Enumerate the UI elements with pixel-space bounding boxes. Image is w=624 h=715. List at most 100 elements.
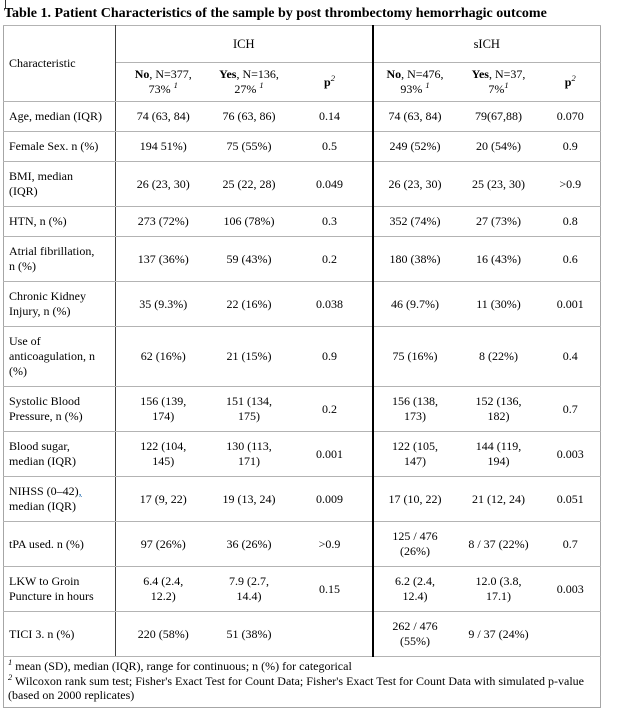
data-cell: 75 (55%) bbox=[210, 131, 288, 162]
data-cell: 0.049 bbox=[287, 161, 373, 207]
row-label: Blood sugar, median (IQR) bbox=[3, 431, 116, 477]
col-header-ich-p: p2 bbox=[287, 62, 373, 102]
data-cell: 6.4 (2.4, 12.2) bbox=[115, 566, 211, 612]
data-cell: 0.038 bbox=[287, 281, 373, 327]
data-cell: 180 (38%) bbox=[371, 236, 457, 282]
data-cell: 125 / 476 (26%) bbox=[371, 521, 457, 567]
data-cell: 249 (52%) bbox=[371, 131, 457, 162]
col-header-bold-label: No bbox=[134, 67, 150, 81]
data-cell: 25 (23, 30) bbox=[456, 161, 541, 207]
data-cell: 262 / 476 (55%) bbox=[371, 611, 457, 657]
table-row: tPA used. n (%) 97 (26%) 36 (26%) >0.9 125 /… bbox=[3, 521, 601, 567]
data-cell: 20 (54%) bbox=[456, 131, 541, 162]
data-cell: 36 (26%) bbox=[210, 521, 288, 567]
data-cell: 25 (22, 28) bbox=[210, 161, 288, 207]
superscript-marker: 2 bbox=[571, 72, 576, 83]
data-cell: 19 (13, 24) bbox=[210, 476, 288, 522]
data-cell: 0.3 bbox=[287, 206, 373, 237]
col-header-bold-label: No bbox=[386, 67, 402, 81]
data-cell: 144 (119, 194) bbox=[456, 431, 541, 477]
table-title: Table 1. Patient Characteristics of the … bbox=[4, 6, 547, 21]
data-cell: 35 (9.3%) bbox=[115, 281, 211, 327]
col-header-bold-label: p bbox=[324, 74, 331, 89]
data-cell: 0.8 bbox=[540, 206, 601, 237]
data-cell: 352 (74%) bbox=[371, 206, 457, 237]
data-cell: 273 (72%) bbox=[115, 206, 211, 237]
data-cell: 8 / 37 (22%) bbox=[456, 521, 541, 567]
data-cell: 76 (63, 86) bbox=[210, 101, 288, 132]
data-cell: 0.001 bbox=[287, 431, 373, 477]
data-cell: 26 (23, 30) bbox=[115, 161, 211, 207]
data-cell: 16 (43%) bbox=[456, 236, 541, 282]
data-cell: 0.001 bbox=[540, 281, 601, 327]
group-header-row: Characteristic ICH sICH bbox=[3, 25, 601, 102]
table-row: Use of anticoagulation, n (%) 62 (16%) 21 … bbox=[3, 326, 601, 387]
tracked-change-text: , bbox=[78, 484, 82, 498]
data-cell: 0.9 bbox=[287, 326, 373, 387]
row-label: Age, median (IQR) bbox=[3, 101, 116, 132]
data-cell: 6.2 (2.4, 12.4) bbox=[371, 566, 457, 612]
data-cell: 17 (10, 22) bbox=[371, 476, 457, 522]
data-cell: 0.4 bbox=[540, 326, 601, 387]
superscript-marker: 1 bbox=[259, 80, 264, 90]
row-label: LKW to Groin Puncture in hours bbox=[3, 566, 116, 612]
data-cell: 7.9 (2.7, 14.4) bbox=[210, 566, 288, 612]
data-cell: 0.070 bbox=[540, 101, 601, 132]
table-row: HTN, n (%) 273 (72%) 106 (78%) 0.3 352 (74%)… bbox=[3, 206, 601, 237]
row-label: TICI 3. n (%) bbox=[3, 611, 116, 657]
data-cell: 137 (36%) bbox=[115, 236, 211, 282]
row-label: NIHSS (0–42), median (IQR) bbox=[3, 476, 116, 522]
data-cell: 0.5 bbox=[287, 131, 373, 162]
col-header-characteristic: Characteristic bbox=[3, 25, 116, 102]
footnote: 1 mean (SD), median (IQR), range for con… bbox=[8, 657, 352, 673]
data-cell: 156 (139, 174) bbox=[115, 386, 211, 432]
row-label: Female Sex. n (%) bbox=[3, 131, 116, 162]
data-cell: 122 (104, 145) bbox=[115, 431, 211, 477]
data-cell: 194 51%) bbox=[115, 131, 211, 162]
data-cell: 0.003 bbox=[540, 566, 601, 612]
row-label: Use of anticoagulation, n (%) bbox=[3, 326, 116, 387]
data-cell: 59 (43%) bbox=[210, 236, 288, 282]
table-row: Age, median (IQR) 74 (63, 84) 76 (63, 86) 0… bbox=[3, 101, 601, 132]
superscript-marker: 1 bbox=[173, 80, 178, 90]
col-header-ich-yes: Yes, N=136, 27% 1 bbox=[210, 62, 288, 102]
col-header-bold-label: p bbox=[564, 74, 572, 89]
table-row: Blood sugar, median (IQR) 122 (104, 145) 1… bbox=[3, 431, 601, 477]
table-row: TICI 3. n (%) 220 (58%) 51 (38%) 262 / 476 … bbox=[3, 611, 601, 657]
data-cell: 46 (9.7%) bbox=[371, 281, 457, 327]
superscript-marker: 1 bbox=[504, 80, 509, 90]
data-cell: >0.9 bbox=[540, 161, 601, 207]
data-cell: 17 (9, 22) bbox=[115, 476, 211, 522]
data-cell: 0.009 bbox=[287, 476, 373, 522]
row-label: Chronic Kidney Injury, n (%) bbox=[3, 281, 116, 327]
col-header-bold-label: Yes bbox=[219, 67, 237, 81]
table-row: LKW to Groin Puncture in hours 6.4 (2.4, … bbox=[3, 566, 601, 612]
data-cell: 0.003 bbox=[540, 431, 601, 477]
data-cell: >0.9 bbox=[287, 521, 373, 567]
data-cell: 79(67,88) bbox=[456, 101, 541, 132]
data-cell: 0.2 bbox=[287, 236, 373, 282]
data-cell bbox=[540, 611, 601, 657]
data-cell: 0.6 bbox=[540, 236, 601, 282]
data-cell: 9 / 37 (24%) bbox=[456, 611, 541, 657]
data-cell: 21 (15%) bbox=[210, 326, 288, 387]
data-cell: 75 (16%) bbox=[371, 326, 457, 387]
data-cell: 11 (30%) bbox=[456, 281, 541, 327]
data-cell: 0.2 bbox=[287, 386, 373, 432]
data-cell: 74 (63, 84) bbox=[115, 101, 211, 132]
data-cell: 0.15 bbox=[287, 566, 373, 612]
data-cell: 220 (58%) bbox=[115, 611, 211, 657]
superscript-marker: 1 bbox=[425, 80, 430, 90]
row-label: HTN, n (%) bbox=[3, 206, 116, 237]
footnotes: 1 mean (SD), median (IQR), range for con… bbox=[3, 657, 601, 708]
data-cell: 106 (78%) bbox=[210, 206, 288, 237]
row-label: Systolic Blood Pressure, n (%) bbox=[3, 386, 116, 432]
data-cell bbox=[287, 611, 373, 657]
data-cell: 74 (63, 84) bbox=[371, 101, 457, 132]
col-header-sich-no: No, N=476, 93% 1 bbox=[371, 62, 457, 102]
col-header-bold-label: Yes bbox=[471, 67, 489, 81]
col-group-ich: ICH bbox=[115, 25, 373, 63]
col-header-sich-yes: Yes, N=37, 7%1 bbox=[456, 62, 541, 102]
